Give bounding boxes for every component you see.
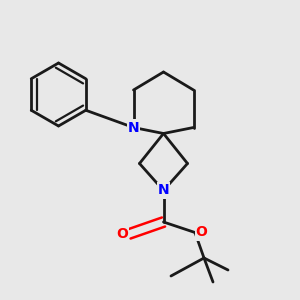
- Text: N: N: [128, 121, 139, 134]
- Text: N: N: [158, 184, 169, 197]
- Text: O: O: [196, 226, 208, 239]
- Text: O: O: [116, 227, 128, 241]
